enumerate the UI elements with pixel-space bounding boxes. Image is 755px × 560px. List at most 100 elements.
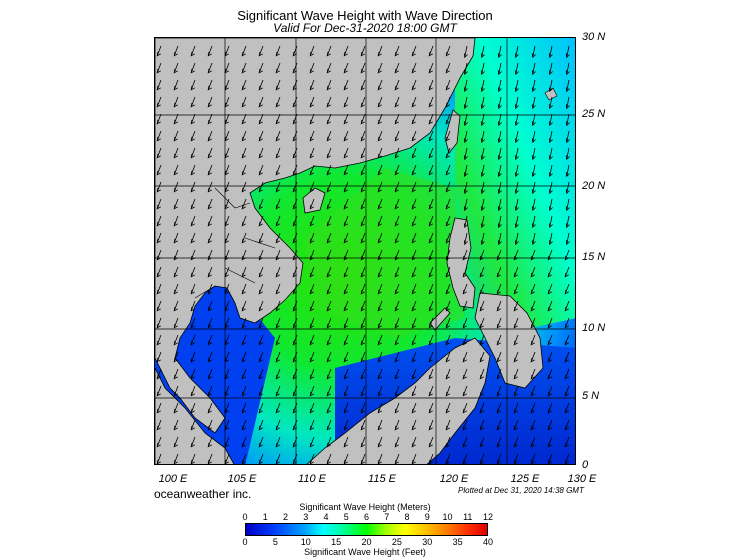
wave-arrow [173, 351, 179, 363]
wave-arrow [241, 130, 247, 142]
wave-arrow [190, 283, 196, 295]
wave-arrow [428, 215, 434, 227]
wave-arrow [292, 62, 298, 74]
wave-arrow [513, 266, 519, 278]
colorbar-tick: 7 [384, 512, 390, 522]
wave-arrow [547, 334, 553, 346]
wave-arrow [411, 266, 417, 278]
wave-arrow [190, 317, 196, 329]
wave-arrow [309, 215, 315, 227]
wave-arrow [394, 62, 400, 74]
wave-arrow [479, 419, 485, 431]
wave-arrow [411, 215, 417, 227]
wave-arrow [343, 453, 349, 464]
lon-label-100e: 100 E [158, 473, 188, 485]
wave-arrow [326, 96, 332, 108]
wave-arrow [207, 96, 213, 108]
wave-arrow [326, 453, 332, 464]
wave-arrow [463, 164, 468, 178]
wave-arrow [394, 368, 400, 380]
wave-arrow [190, 334, 196, 346]
wave-arrow [463, 130, 468, 144]
map-canvas [155, 38, 575, 464]
wave-arrow [479, 453, 485, 464]
wave-arrow [258, 45, 264, 57]
map-title: Significant Wave Height with Wave Direct… [237, 8, 493, 23]
wave-arrow [462, 368, 468, 380]
wave-arrow [309, 181, 315, 193]
wave-arrow [411, 232, 417, 244]
wave-arrow [190, 436, 196, 448]
wave-arrow [309, 453, 315, 464]
wave-arrow [343, 130, 349, 142]
wave-arrow [326, 368, 332, 380]
wave-arrow [360, 79, 366, 91]
wave-arrow [497, 62, 502, 76]
wave-arrow [377, 419, 383, 431]
wave-arrow [258, 266, 264, 278]
wave-arrow [241, 62, 247, 74]
wave-arrow [463, 181, 468, 195]
wave-arrow [343, 368, 349, 380]
wave-arrow [428, 62, 434, 74]
wave-arrow [360, 45, 366, 57]
wave-arrow [156, 62, 162, 74]
wave-arrow [258, 419, 264, 431]
wave-arrow [292, 164, 298, 176]
wave-arrow [513, 283, 519, 295]
wave-arrow [462, 351, 468, 363]
wave-arrow [411, 283, 417, 295]
wave-arrow [531, 198, 536, 212]
wave-arrow [309, 147, 315, 159]
wave-arrow [275, 232, 281, 244]
wave-arrow [156, 402, 162, 414]
lon-label-105e: 105 E [227, 473, 257, 485]
wave-arrow [309, 317, 315, 329]
wave-arrow [326, 283, 332, 295]
wave-arrow [394, 96, 400, 108]
wave-arrow [394, 113, 400, 125]
wave-arrow [360, 368, 366, 380]
wave-arrow [258, 62, 264, 74]
wave-arrow [411, 317, 417, 329]
wave-arrow [241, 436, 247, 448]
wave-arrow [463, 113, 468, 127]
wave-arrow [548, 62, 553, 76]
wave-arrow [343, 113, 349, 125]
mindanao-visayas [474, 292, 544, 389]
wave-arrow [463, 232, 468, 246]
wave-arrow [241, 215, 247, 227]
wave-arrow [156, 147, 162, 159]
wave-arrow [343, 62, 349, 74]
wave-arrow [326, 79, 332, 91]
wave-arrow [343, 351, 349, 363]
wave-arrow [514, 113, 519, 127]
colorbar-tick: 12 [482, 512, 493, 522]
wave-arrow [428, 266, 434, 278]
wave-arrow [531, 232, 536, 246]
wave-arrow [258, 351, 264, 363]
wave-arrow [377, 300, 383, 312]
wave-arrow [190, 215, 196, 227]
wave-arrow [530, 385, 536, 397]
wave-arrow [241, 198, 247, 210]
wave-arrow [190, 164, 196, 176]
wave-arrow [343, 198, 349, 210]
wave-arrow [360, 453, 366, 464]
wave-arrow [564, 436, 570, 448]
wave-arrow [377, 79, 383, 91]
wave-arrow [275, 351, 281, 363]
wave-arrow [377, 232, 383, 244]
wave-arrow [207, 300, 213, 312]
wave-arrow [343, 266, 349, 278]
wave-arrow [292, 283, 298, 295]
wave-arrow [343, 283, 349, 295]
wave-arrow [241, 368, 247, 380]
wave-arrow [360, 351, 366, 363]
wave-arrow [343, 300, 349, 312]
wave-arrow [326, 351, 332, 363]
wave-arrow [428, 385, 434, 397]
wave-arrow [564, 266, 570, 278]
wave-arrow [497, 113, 502, 127]
wave-arrow [497, 147, 502, 161]
